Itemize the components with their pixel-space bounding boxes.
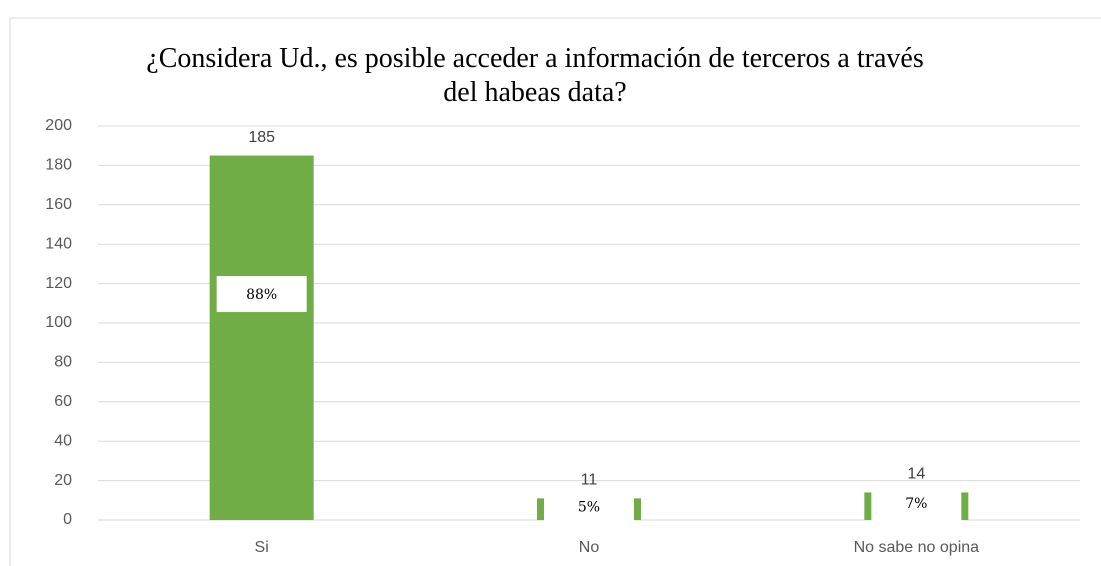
y-tick-label: 200 <box>45 117 72 134</box>
y-tick-label: 40 <box>54 432 72 449</box>
percentage-box <box>216 276 307 313</box>
percentage-label: 7% <box>905 496 927 512</box>
percentage-box <box>871 484 962 521</box>
bar <box>209 155 314 521</box>
y-tick-label: 180 <box>45 157 72 174</box>
value-label: 185 <box>248 129 275 146</box>
y-tick-label: 0 <box>63 511 72 528</box>
y-tick-label: 80 <box>54 354 72 371</box>
y-tick-label: 60 <box>54 393 72 410</box>
y-tick-label: 120 <box>45 275 72 292</box>
y-tick-label: 100 <box>45 314 72 331</box>
chart-title: ¿Considera Ud., es posible acceder a inf… <box>146 43 924 108</box>
x-tick-label: Si <box>255 539 269 556</box>
chart-frame <box>9 17 1101 566</box>
y-tick-label: 160 <box>45 196 72 213</box>
x-tick-label: No <box>579 539 600 556</box>
x-tick-label: No sabe no opina <box>854 539 980 556</box>
percentage-box <box>544 488 634 525</box>
value-label: 14 <box>907 466 925 483</box>
value-label: 11 <box>581 472 598 489</box>
y-tick-label: 20 <box>54 472 72 489</box>
percentage-label: 5% <box>578 500 600 516</box>
y-tick-label: 140 <box>45 235 72 252</box>
percentage-label: 88% <box>246 287 277 303</box>
